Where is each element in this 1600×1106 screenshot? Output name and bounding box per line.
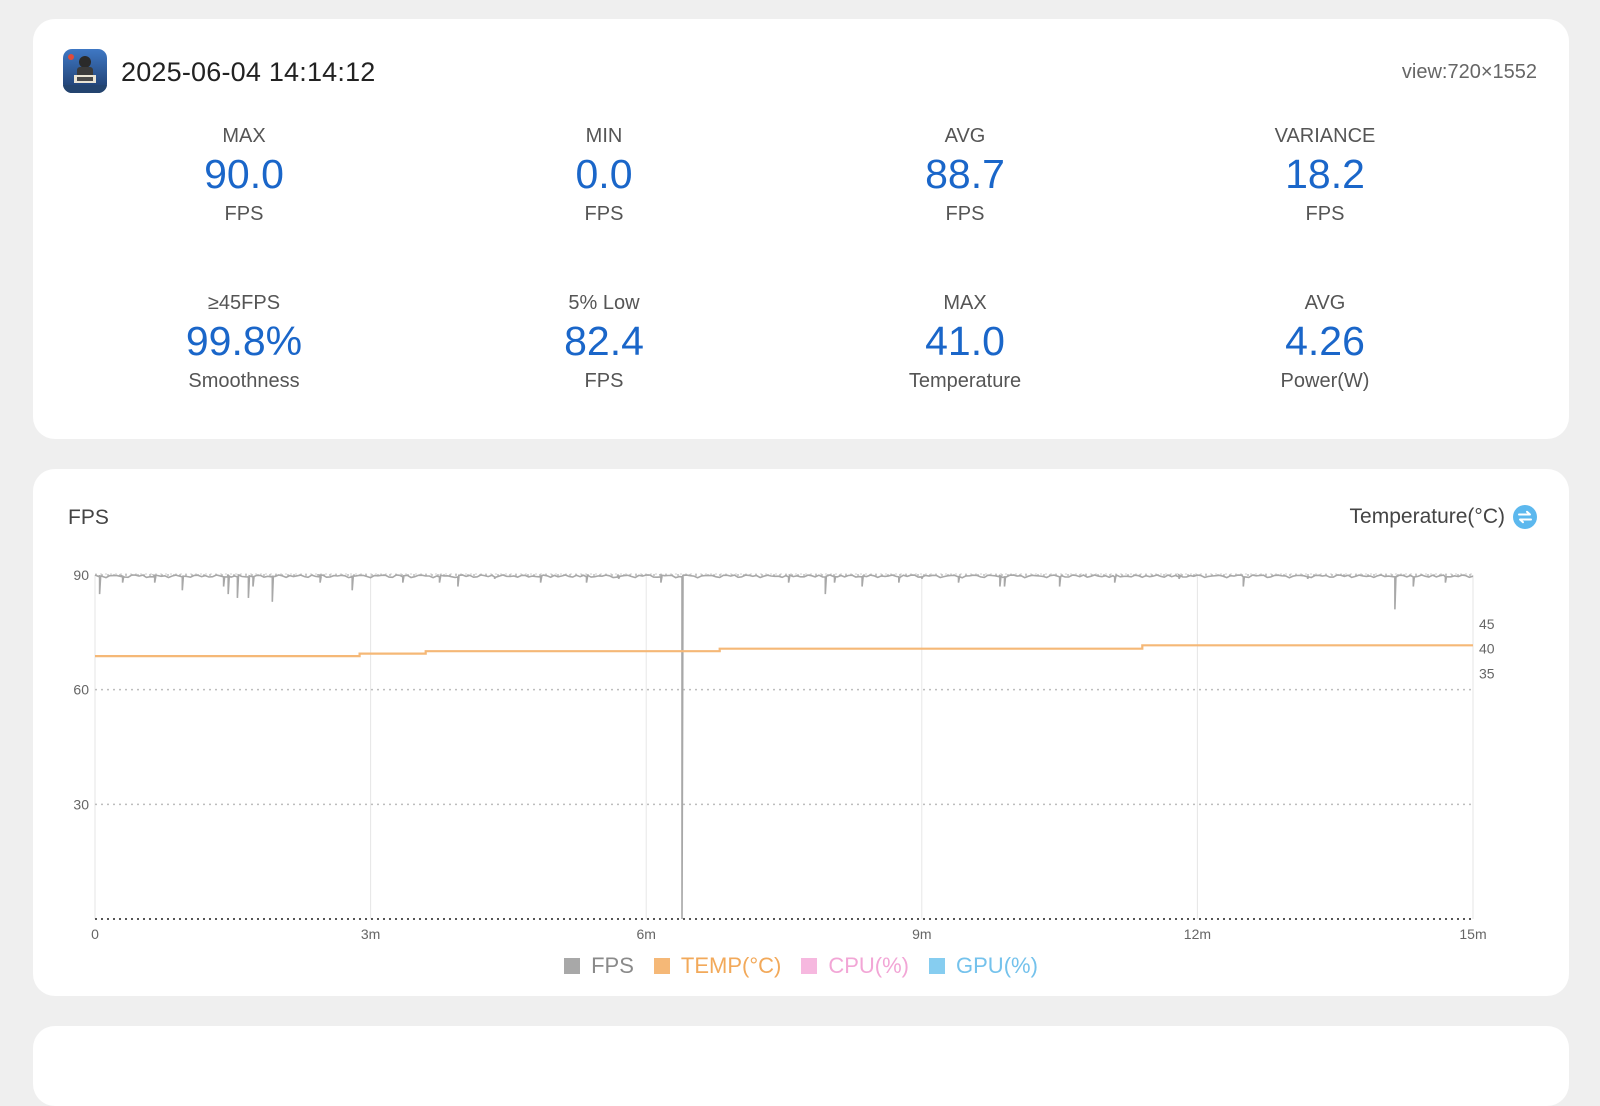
temp-series-line (95, 644, 1473, 658)
x-tick-label: 9m (912, 926, 931, 942)
stat-value: 90.0 (204, 151, 284, 197)
chart-left-axis-title: FPS (68, 506, 109, 529)
stat-avg-fps: AVG 88.7 FPS (815, 124, 1115, 226)
stat-max-fps: MAX 90.0 FPS (94, 124, 394, 226)
stat-max-temperature: MAX 41.0 Temperature (815, 291, 1115, 393)
stat-value: 18.2 (1285, 151, 1365, 197)
stat-unit: Smoothness (188, 370, 300, 392)
session-timestamp: 2025-06-04 14:14:12 (121, 57, 376, 87)
stat-label: AVG (944, 125, 986, 147)
stat-label: MAX (943, 292, 987, 314)
stat-label: MIN (585, 125, 623, 147)
legend-item-cpu[interactable]: CPU(%) (801, 953, 909, 979)
legend-label-fps: FPS (591, 953, 634, 978)
stat-unit: Temperature (908, 370, 1022, 392)
y-left-tick-label: 90 (73, 567, 89, 583)
stat-unit: FPS (1305, 203, 1345, 225)
stat-value: 88.7 (925, 151, 1005, 197)
x-tick-label: 0 (91, 926, 99, 942)
stat-min-fps: MIN 0.0 FPS (454, 124, 754, 226)
next-section-card (33, 1026, 1569, 1106)
stat-unit: Power(W) (1280, 370, 1370, 392)
stat-value: 4.26 (1285, 318, 1365, 364)
stat-5pct-low: 5% Low 82.4 FPS (454, 291, 754, 393)
stat-value: 99.8% (185, 318, 303, 364)
legend-label-cpu: CPU(%) (828, 953, 910, 978)
legend-item-gpu[interactable]: GPU(%) (929, 953, 1038, 979)
y-right-tick-label: 35 (1479, 665, 1495, 681)
stat-avg-power: AVG 4.26 Power(W) (1175, 291, 1475, 393)
y-right-tick-label: 45 (1479, 616, 1495, 632)
fps-series-line (94, 573, 1474, 920)
x-tick-label: 15m (1459, 926, 1486, 942)
stat-unit: FPS (224, 203, 264, 225)
stat-smoothness: ≥45FPS 99.8% Smoothness (94, 291, 394, 393)
stat-value: 0.0 (575, 151, 633, 197)
stat-value: 82.4 (564, 318, 644, 364)
y-right-tick-label: 40 (1479, 641, 1495, 657)
stat-unit: FPS (584, 203, 624, 225)
summary-card: 2025-06-04 14:14:12 view:720×1552 MAX 90… (33, 19, 1569, 439)
stat-label: VARIANCE (1274, 125, 1376, 147)
x-tick-label: 3m (361, 926, 380, 942)
x-tick-label: 12m (1184, 926, 1211, 942)
legend-swatch-gpu (929, 958, 946, 974)
legend-label-gpu: GPU(%) (956, 953, 1038, 978)
legend-item-fps[interactable]: FPS (564, 953, 634, 979)
legend-item-temp[interactable]: TEMP(°C) (653, 953, 782, 979)
legend-swatch-fps (564, 958, 581, 974)
x-tick-label: 6m (636, 926, 655, 942)
view-resolution: view:720×1552 (1401, 61, 1537, 83)
legend-swatch-temp (653, 958, 670, 974)
fps-temperature-chart: 0 3m 6m 9m 12m 15m 90 60 30 45 40 35 (73, 567, 1495, 942)
legend-swatch-cpu (801, 958, 818, 974)
stat-label: MAX (222, 125, 266, 147)
summary-header: 2025-06-04 14:14:12 view:720×1552 (63, 49, 1537, 95)
stat-value: 41.0 (925, 318, 1005, 364)
swap-icon[interactable] (1513, 505, 1537, 529)
game-app-icon (63, 49, 107, 93)
chart-legend: FPS TEMP(°C) CPU(%) GPU(%) (33, 953, 1569, 979)
y-left-tick-label: 60 (73, 682, 89, 698)
chart-right-axis-switch[interactable]: Temperature(°C) (1350, 505, 1537, 529)
fps-chart-card: FPS Temperature(°C) 0 3m 6m 9m 12m 15m 90 60 30 4… (33, 469, 1569, 996)
stat-label: ≥45FPS (207, 292, 281, 314)
stat-label: AVG (1304, 292, 1346, 314)
stat-unit: FPS (945, 203, 985, 225)
stat-variance-fps: VARIANCE 18.2 FPS (1175, 124, 1475, 226)
legend-label-temp: TEMP(°C) (680, 953, 782, 978)
chart-right-axis-title: Temperature(°C) (1349, 505, 1505, 528)
stat-label: 5% Low (568, 292, 640, 314)
stat-unit: FPS (584, 370, 624, 392)
y-left-tick-label: 30 (73, 796, 89, 812)
